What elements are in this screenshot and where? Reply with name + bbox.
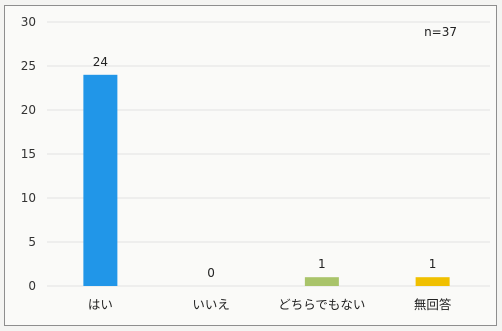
y-tick-label: 10 xyxy=(21,191,36,205)
x-category-label: どちらでもない xyxy=(278,297,365,312)
bars xyxy=(83,74,450,286)
bar-3 xyxy=(415,277,450,286)
data-labels: 24 0 1 1 xyxy=(93,55,437,280)
data-label: 1 xyxy=(318,257,326,271)
x-category-label: 無回答 xyxy=(414,297,452,312)
sample-size-annotation: n=37 xyxy=(424,25,457,39)
x-category-label: はい xyxy=(88,297,113,312)
bar-0 xyxy=(83,74,118,286)
y-tick-label: 25 xyxy=(21,59,36,73)
x-category-label: いいえ xyxy=(192,297,230,312)
x-axis-categories: はい いいえ どちらでもない 無回答 xyxy=(88,297,452,312)
y-tick-label: 30 xyxy=(21,15,36,29)
data-label: 1 xyxy=(429,257,437,271)
y-tick-label: 0 xyxy=(28,279,36,293)
bar-2 xyxy=(304,277,339,286)
data-label: 24 xyxy=(93,55,108,69)
y-axis-ticks: 0 5 10 15 20 25 30 xyxy=(21,15,36,293)
y-tick-label: 5 xyxy=(28,235,36,249)
y-tick-label: 15 xyxy=(21,147,36,161)
data-label: 0 xyxy=(207,266,215,280)
y-tick-label: 20 xyxy=(21,103,36,117)
